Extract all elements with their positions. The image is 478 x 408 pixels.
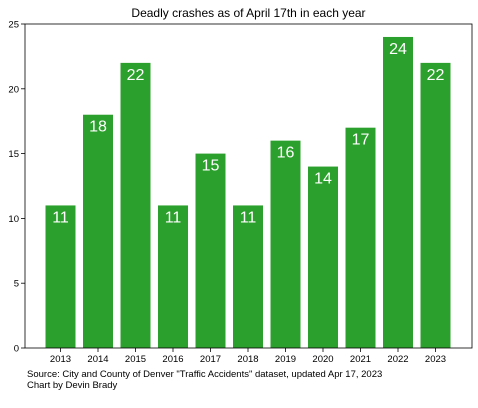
x-tick-label-2021: 2021 [350,354,371,365]
bar-2022 [383,36,413,349]
y-tick-label-10: 10 [8,214,19,225]
bar-value-label-2018: 11 [240,209,257,226]
y-tick-label-5: 5 [14,279,19,290]
chart-credit: Chart by Devin Brady [27,380,118,391]
x-tick-label-2018: 2018 [237,354,258,365]
bar-value-label-2014: 18 [89,119,107,136]
bar-2017 [195,153,226,348]
bar-2016 [158,205,188,348]
bar-2019 [270,140,301,348]
bar-value-label-2016: 11 [165,209,182,226]
x-tick-label-2022: 2022 [387,354,408,365]
y-tick-label-0: 0 [14,344,19,355]
bar-2020 [308,166,338,348]
bar-value-label-2019: 16 [277,145,295,162]
bar-2023 [420,62,451,348]
x-tick-label-2020: 2020 [312,354,333,365]
bar-value-label-2020: 14 [314,171,332,188]
y-tick-label-15: 15 [8,149,19,160]
bar-value-label-2022: 24 [389,41,407,58]
y-tick-label-25: 25 [8,20,19,31]
bar-2014 [83,114,113,348]
x-tick-label-2023: 2023 [425,354,446,365]
x-tick-label-2017: 2017 [200,354,221,365]
x-tick-label-2014: 2014 [87,354,108,365]
source-note: Source: City and County of Denver "Traff… [27,369,383,380]
bar-2018 [233,205,263,348]
x-tick-label-2013: 2013 [50,354,71,365]
bar-2013 [45,205,76,348]
bar-value-label-2023: 22 [427,67,445,84]
bar-2015 [120,62,151,348]
x-tick-label-2015: 2015 [125,354,146,365]
plot-frame [24,23,473,349]
bar-2021 [345,127,376,349]
bar-value-label-2013: 11 [52,209,69,226]
x-tick-label-2019: 2019 [275,354,296,365]
bar-value-label-2021: 17 [352,132,370,149]
x-tick-label-2016: 2016 [162,354,183,365]
y-tick-label-20: 20 [8,84,19,95]
chart-title: Deadly crashes as of April 17th in each … [131,6,365,20]
bar-value-label-2015: 22 [127,67,145,84]
bar-value-label-2017: 15 [202,158,220,175]
